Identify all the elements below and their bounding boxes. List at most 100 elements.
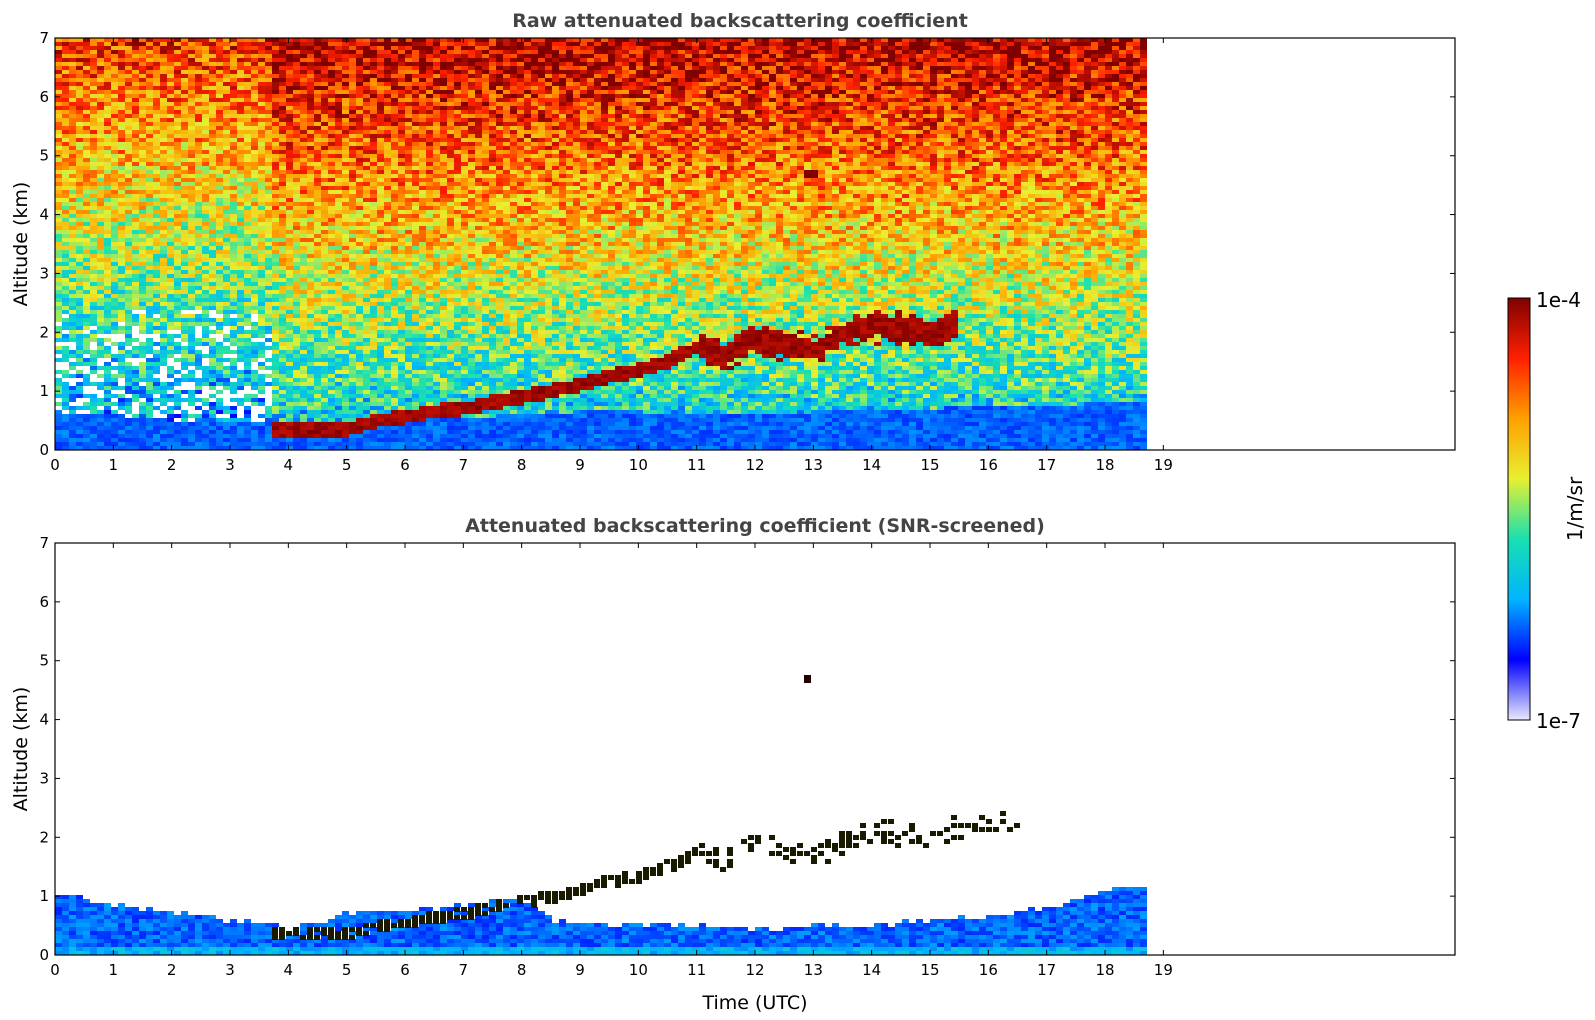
heatmap-cell	[230, 234, 237, 238]
heatmap-cell	[223, 250, 230, 254]
heatmap-cell	[307, 82, 314, 86]
heatmap-cell	[342, 338, 349, 342]
heatmap-cell	[237, 194, 244, 198]
heatmap-cell	[370, 170, 377, 174]
heatmap-cell	[342, 170, 349, 174]
heatmap-cell	[307, 322, 314, 326]
heatmap-cell	[97, 166, 104, 170]
heatmap-cell	[90, 354, 97, 358]
heatmap-cell	[188, 234, 195, 238]
heatmap-cell	[307, 222, 314, 226]
heatmap-cell	[398, 58, 405, 62]
heatmap-cell	[272, 346, 279, 350]
heatmap-cell	[97, 138, 104, 142]
heatmap-cell	[370, 146, 377, 150]
heatmap-cell	[300, 78, 307, 82]
heatmap-cell	[209, 430, 216, 434]
heatmap-cell	[377, 118, 384, 122]
heatmap-cell	[391, 270, 398, 274]
heatmap-cell	[174, 226, 181, 230]
heatmap-cell	[286, 358, 293, 362]
heatmap-cell	[300, 82, 307, 86]
heatmap-cell	[405, 438, 412, 442]
heatmap-cell	[272, 326, 279, 330]
heatmap-cell	[398, 442, 405, 446]
heatmap-cell	[300, 98, 307, 102]
heatmap-cell	[237, 434, 244, 438]
heatmap-cell	[174, 306, 181, 310]
heatmap-cell	[279, 106, 286, 110]
heatmap-cell	[209, 58, 216, 62]
heatmap-cell	[321, 158, 328, 162]
heatmap-cell	[321, 274, 328, 278]
heatmap-cell	[349, 98, 356, 102]
heatmap-cell	[370, 186, 377, 190]
heatmap-cell	[216, 150, 223, 154]
heatmap-cell	[279, 418, 286, 422]
heatmap-cell	[377, 306, 384, 310]
heatmap-cell	[300, 206, 307, 210]
heatmap-cell	[321, 290, 328, 294]
heatmap-cell	[356, 218, 363, 222]
heatmap-cell	[286, 214, 293, 218]
heatmap-cell	[398, 446, 405, 450]
heatmap-cell	[328, 110, 335, 114]
heatmap-cell	[244, 78, 251, 82]
heatmap-cell	[398, 146, 405, 150]
heatmap-cell	[370, 62, 377, 66]
heatmap-cell	[265, 102, 272, 106]
heatmap-cell	[230, 286, 237, 290]
heatmap-cell	[111, 86, 118, 90]
heatmap-cell	[286, 234, 293, 238]
heatmap-cell	[167, 42, 174, 46]
heatmap-cell	[97, 422, 104, 426]
heatmap-cell	[188, 286, 195, 290]
heatmap-cell	[342, 62, 349, 66]
heatmap-cell	[132, 166, 139, 170]
heatmap-cell	[237, 258, 244, 262]
heatmap-cell	[244, 278, 251, 282]
heatmap-cell	[237, 438, 244, 442]
heatmap-cell	[90, 242, 97, 246]
heatmap-cell	[258, 266, 265, 270]
heatmap-cell	[97, 178, 104, 182]
heatmap-cell	[370, 410, 377, 414]
heatmap-cell	[55, 414, 62, 418]
heatmap-cell	[377, 270, 384, 274]
heatmap-cell	[55, 126, 62, 130]
heatmap-cell	[97, 346, 104, 350]
heatmap-cell	[97, 122, 104, 126]
heatmap-cell	[125, 438, 132, 442]
heatmap-cell	[335, 370, 342, 374]
heatmap-cell	[251, 370, 258, 374]
heatmap-cell	[300, 354, 307, 358]
heatmap-cell	[230, 202, 237, 206]
heatmap-cell	[188, 298, 195, 302]
heatmap-cell	[209, 70, 216, 74]
heatmap-cell	[139, 442, 146, 446]
heatmap-cell	[335, 114, 342, 118]
heatmap-cell	[258, 278, 265, 282]
heatmap-cell	[209, 90, 216, 94]
heatmap-cell	[62, 382, 69, 386]
heatmap-cell	[272, 138, 279, 142]
heatmap-cell	[286, 82, 293, 86]
heatmap-cell	[384, 358, 391, 362]
heatmap-cell	[181, 242, 188, 246]
heatmap-cell	[146, 106, 153, 110]
heatmap-cell	[118, 54, 125, 58]
heatmap-cell	[62, 262, 69, 266]
heatmap-cell	[160, 122, 167, 126]
heatmap-cell	[125, 246, 132, 250]
heatmap-cell	[286, 370, 293, 374]
heatmap-cell	[167, 110, 174, 114]
heatmap-cell	[167, 310, 174, 314]
heatmap-cell	[342, 134, 349, 138]
heatmap-cell	[342, 254, 349, 258]
heatmap-cell	[244, 442, 251, 446]
heatmap-cell	[300, 390, 307, 394]
heatmap-cell	[405, 230, 412, 234]
heatmap-cell	[160, 102, 167, 106]
heatmap-cell	[188, 98, 195, 102]
heatmap-cell	[97, 154, 104, 158]
